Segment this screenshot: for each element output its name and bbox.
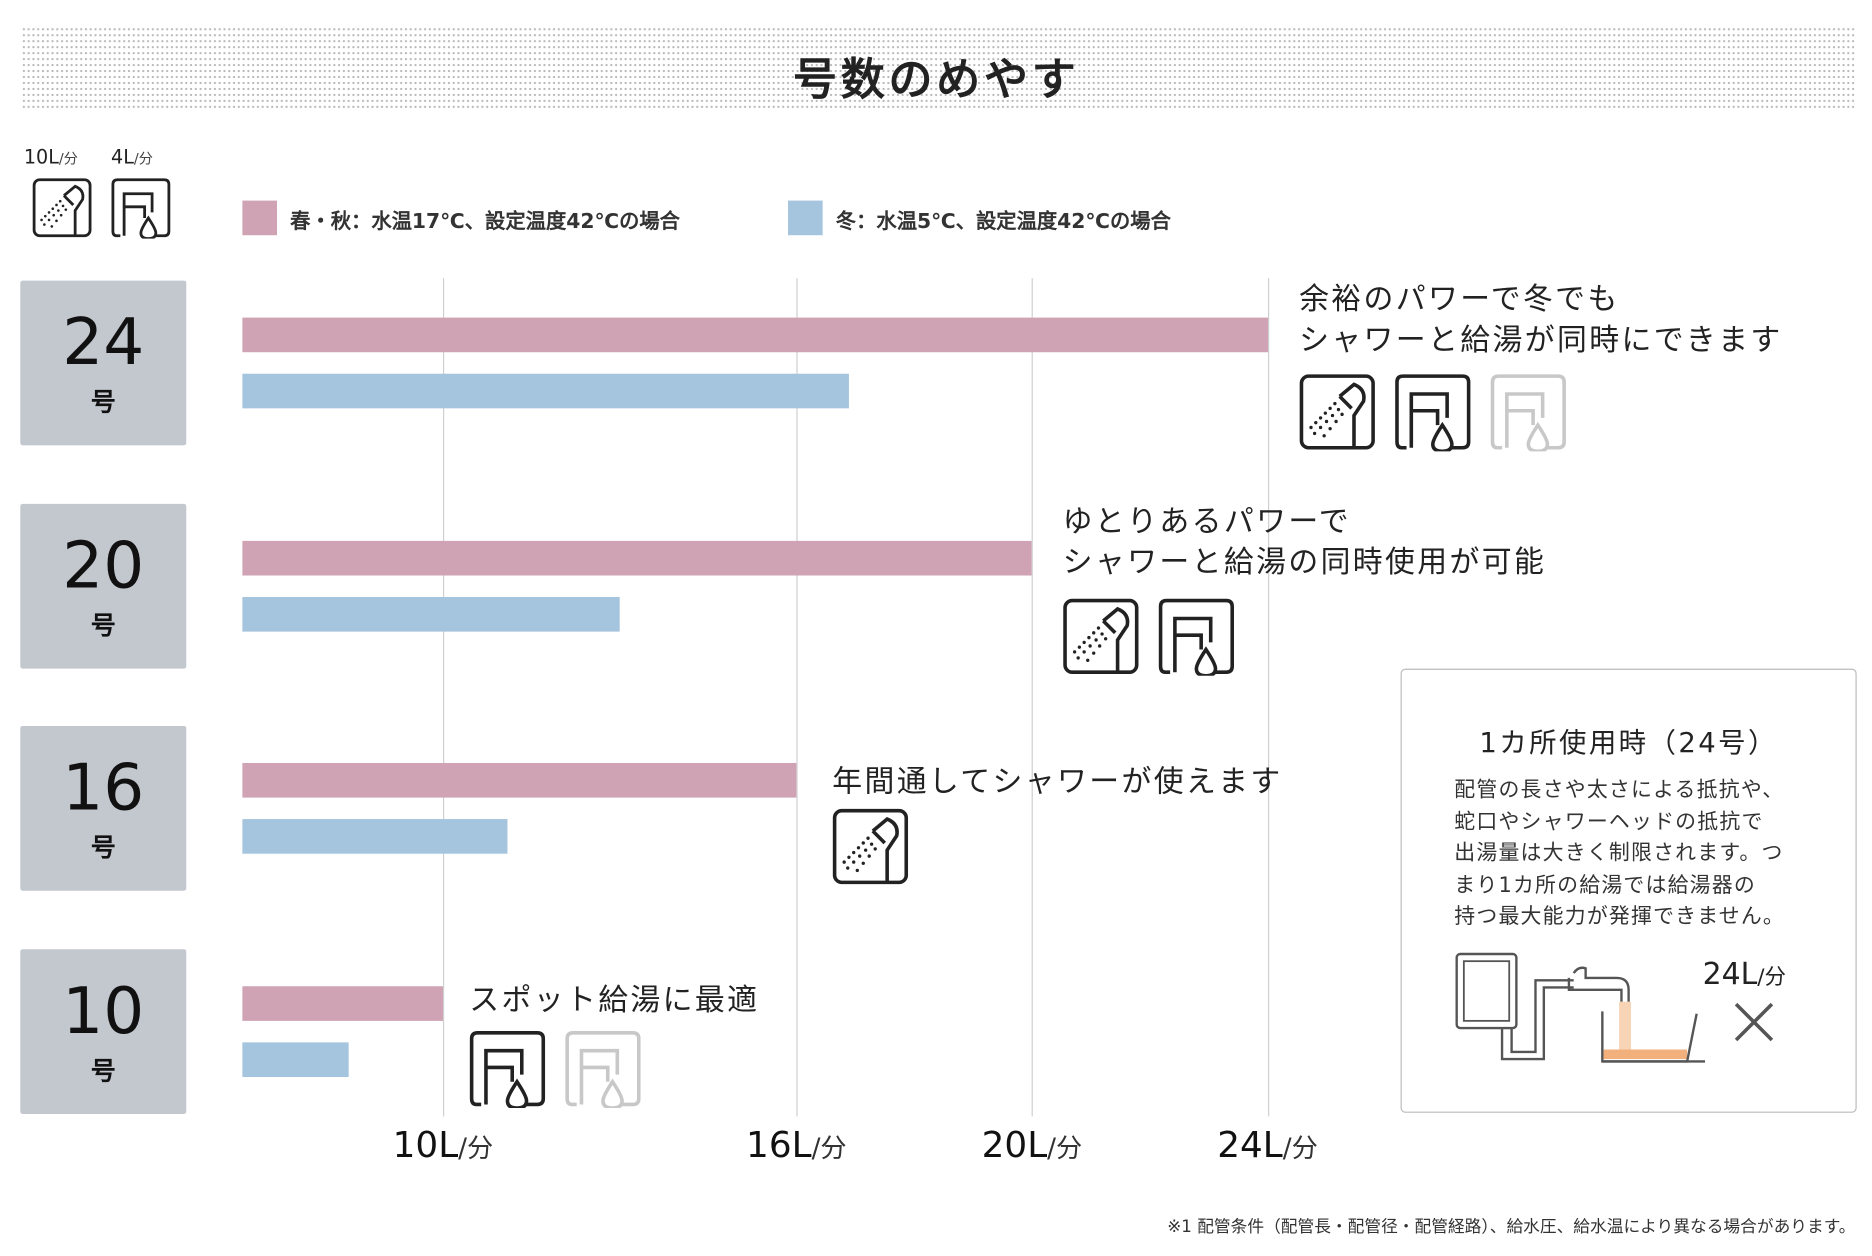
info-line: 配管の長さや太さによる抵抗や、 [1454,778,1785,803]
unit-header-value: 10L [23,145,59,169]
x-tick-value: 24L [1217,1124,1283,1167]
bar-spring-autumn-20号 [242,540,1032,576]
faucet-icon [469,1029,545,1108]
info-body: 配管の長さや太さによる抵抗や、 蛇口やシャワーヘッドの抵抗で 出湯量は大きく制限… [1454,775,1785,933]
x-tick-label: 10L/分 [393,1125,494,1167]
row-label-16: 16 号 [20,725,187,891]
legend-swatch-winter [788,200,823,236]
info-flow-unit: /分 [1757,964,1787,990]
row-number: 20 [62,527,145,603]
x-tick-value: 16L [746,1124,812,1167]
row-unit: 号 [90,388,116,417]
x-tick-unit: /分 [458,1134,494,1165]
info-line: 蛇口やシャワーヘッドの抵抗で [1454,810,1764,835]
x-tick-unit: /分 [811,1134,847,1165]
gridline [1267,278,1269,1117]
row-number: 24 [62,304,145,380]
annotation-16: 年間通してシャワーが使えます [832,762,1282,803]
unit-header-value: 4L [111,145,134,169]
bar-spring-autumn-24号 [242,317,1268,353]
x-tick-value: 10L [392,1124,459,1167]
bar-spring-autumn-10号 [242,986,443,1021]
x-tick-label: 24L/分 [1217,1125,1318,1167]
shower-icon [1063,597,1139,676]
shower-icon [1299,373,1375,452]
faucet-icon [1395,373,1471,452]
info-box: 1カ所使用時（24号） 配管の長さや太さによる抵抗や、 蛇口やシャワーヘッドの抵… [1400,668,1857,1113]
row-unit: 号 [90,1056,116,1086]
water-heater-illustration [1455,952,1706,1063]
faucet-icon [1490,373,1566,452]
faucet-icon [1158,597,1234,676]
bar-winter-20号 [242,596,620,632]
legend-swatch-spring-autumn [242,200,278,236]
faucet-icon [111,177,171,239]
bar-winter-10号 [242,1042,349,1078]
info-line: まり1カ所の給湯では給湯器の [1454,873,1756,898]
x-tick-unit: /分 [1047,1134,1083,1165]
bar-winter-24号 [242,373,850,409]
dotted-title-banner [21,26,1856,110]
row-unit: 号 [90,833,116,863]
unit-header-shower: 10L/分 [24,146,78,169]
row-number: 16 [62,749,145,826]
bar-winter-16号 [242,819,508,855]
annotation-line: ゆとりあるパワーで [1062,503,1352,539]
info-line: 出湯量は大きく制限されます。つ [1454,841,1784,866]
annotation-24: 余裕のパワーで冬でもシャワーと給湯が同時にできます [1299,279,1783,360]
legend-label-winter: 冬：水温5℃、設定温度42℃の場合 [835,210,1171,235]
unit-header-unit: /分 [133,150,153,168]
info-title: 1カ所使用時（24号） [1479,728,1778,760]
footnote: ※1 配管条件（配管長・配管径・配管経路）、給水圧、給水温により異なる場合があり… [1167,1217,1856,1237]
shower-icon [832,807,908,886]
x-tick-label: 16L/分 [746,1125,847,1167]
faucet-icon [565,1029,641,1108]
x-tick-label: 20L/分 [982,1125,1083,1167]
annotation-line: シャワーと給湯が同時にできます [1299,322,1783,358]
bar-spring-autumn-16号 [242,763,797,799]
annotation-line: 余裕のパワーで冬でも [1299,281,1620,317]
row-unit: 号 [90,611,116,640]
info-flow-label: 24L/分 [1703,956,1786,991]
gridline [1031,278,1034,1117]
unit-header-unit: /分 [58,150,79,168]
annotation-20: ゆとりあるパワーでシャワーと給湯の同時使用が可能 [1063,501,1547,582]
row-label-24: 24 号 [20,280,187,446]
row-label-20: 20 号 [20,503,187,669]
gridline [796,278,798,1117]
gridline [442,278,445,1117]
row-number: 10 [62,973,145,1049]
chart-title: 号数のめやす [792,53,1080,106]
info-flow-value: 24L [1702,956,1758,992]
x-tick-value: 20L [981,1124,1048,1167]
shower-icon [32,177,92,239]
unit-header-faucet: 4L/分 [111,146,153,169]
annotation-10: スポット給湯に最適 [469,980,759,1021]
cross-icon [1734,1002,1774,1042]
info-line: 持つ最大能力が発揮できません。 [1454,905,1786,929]
x-tick-unit: /分 [1282,1134,1318,1165]
annotation-line: スポット給湯に最適 [469,982,760,1018]
annotation-line: 年間通してシャワーが使えます [832,764,1283,799]
legend-label-spring-autumn: 春・秋：水温17℃、設定温度42℃の場合 [290,210,680,235]
annotation-line: シャワーと給湯の同時使用が可能 [1062,544,1547,580]
row-label-10: 10 号 [20,949,187,1115]
